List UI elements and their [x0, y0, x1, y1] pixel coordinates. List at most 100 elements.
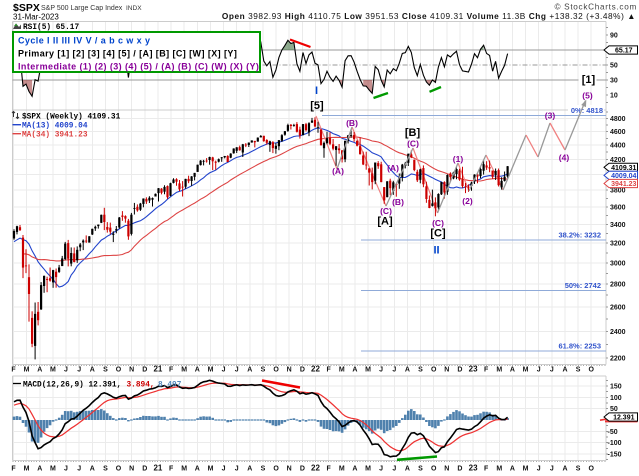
- svg-text:MA(13) 4009.04: MA(13) 4009.04: [22, 123, 88, 131]
- svg-text:S: S: [261, 466, 266, 473]
- svg-text:J: J: [77, 466, 81, 473]
- svg-text:J: J: [392, 367, 396, 374]
- svg-text:12.391: 12.391: [613, 415, 635, 422]
- svg-text:D: D: [300, 367, 305, 374]
- svg-text:2600: 2600: [610, 304, 626, 311]
- svg-text:-150: -150: [608, 452, 622, 459]
- svg-text:A: A: [247, 466, 252, 473]
- svg-text:A: A: [510, 367, 515, 374]
- svg-text:0%: 4818: 0%: 4818: [571, 106, 603, 115]
- svg-text:F: F: [484, 367, 489, 374]
- svg-text:-50: -50: [608, 429, 618, 436]
- svg-text:4600: 4600: [610, 129, 626, 136]
- svg-text:M: M: [50, 367, 56, 374]
- svg-text:M: M: [24, 367, 30, 374]
- svg-text:Primary [1] [2] [3] [4] [5] /: Primary [1] [2] [3] [4] [5] / [A] [B] [C…: [18, 49, 237, 59]
- svg-text:N: N: [287, 466, 292, 473]
- svg-text:MA(34) 3941.23: MA(34) 3941.23: [22, 132, 88, 140]
- svg-text:S: S: [418, 466, 423, 473]
- svg-text:RSI(5) 65.17: RSI(5) 65.17: [23, 24, 79, 32]
- svg-text:N: N: [129, 367, 134, 374]
- svg-text:N: N: [129, 466, 134, 473]
- svg-text:3.894,: 3.894,: [127, 382, 155, 390]
- svg-text:A: A: [90, 367, 95, 374]
- svg-text:150: 150: [610, 384, 622, 391]
- svg-text:M: M: [181, 466, 187, 473]
- svg-text:50: 50: [610, 63, 618, 70]
- svg-text:O: O: [116, 367, 122, 374]
- svg-text:22: 22: [311, 365, 320, 374]
- svg-text:90: 90: [610, 33, 618, 40]
- svg-text:J: J: [222, 466, 226, 473]
- svg-text:A: A: [405, 466, 410, 473]
- svg-text:M: M: [523, 367, 529, 374]
- svg-text:S: S: [103, 367, 108, 374]
- svg-text:M: M: [339, 367, 345, 374]
- svg-text:N: N: [444, 466, 449, 473]
- svg-text:(A): (A): [387, 163, 399, 173]
- svg-text:F: F: [11, 367, 16, 374]
- svg-text:(C): (C): [432, 218, 444, 228]
- svg-text:J: J: [64, 466, 68, 473]
- svg-text:F: F: [326, 466, 331, 473]
- svg-text:M: M: [496, 367, 502, 374]
- svg-text:4400: 4400: [610, 143, 626, 150]
- svg-text:$SPX: $SPX: [13, 2, 40, 14]
- svg-text:M: M: [523, 466, 529, 473]
- svg-text:(C): (C): [380, 206, 392, 216]
- svg-text:3600: 3600: [610, 204, 626, 211]
- svg-text:O: O: [588, 466, 594, 473]
- svg-text:[C]: [C]: [430, 228, 446, 240]
- svg-text:(2): (2): [462, 196, 473, 206]
- svg-text:I: I: [315, 85, 318, 97]
- svg-text:Open 3982.93 High 4110.75 Low: Open 3982.93 High 4110.75 Low 3951.53 Cl…: [222, 11, 636, 21]
- svg-text:3941.23: 3941.23: [611, 181, 636, 188]
- svg-text:D: D: [300, 466, 305, 473]
- svg-text:A: A: [90, 466, 95, 473]
- svg-text:(3): (3): [545, 111, 556, 121]
- svg-text:A: A: [562, 367, 567, 374]
- svg-text:S&P 500 Large Cap Index: S&P 500 Large Cap Index: [41, 5, 123, 12]
- svg-text:2800: 2800: [610, 282, 626, 289]
- svg-text:A: A: [247, 367, 252, 374]
- svg-text:S: S: [576, 466, 581, 473]
- svg-text:(1): (1): [453, 154, 464, 164]
- svg-text:J: J: [235, 367, 239, 374]
- svg-text:[5]: [5]: [310, 100, 324, 112]
- svg-text:J: J: [550, 466, 554, 473]
- svg-text:23: 23: [469, 365, 478, 374]
- svg-text:D: D: [142, 367, 147, 374]
- svg-text:-100: -100: [608, 440, 622, 447]
- svg-text:J: J: [392, 466, 396, 473]
- svg-text:M: M: [365, 367, 371, 374]
- svg-text:2400: 2400: [610, 329, 626, 336]
- svg-text:21: 21: [153, 464, 162, 473]
- svg-text:N: N: [444, 367, 449, 374]
- svg-text:J: J: [537, 466, 541, 473]
- svg-text:S: S: [103, 466, 108, 473]
- svg-text:23: 23: [469, 464, 478, 473]
- svg-text:S: S: [418, 367, 423, 374]
- svg-text:(B): (B): [346, 118, 358, 128]
- svg-text:[B]: [B]: [405, 127, 421, 139]
- svg-text:61.8%: 2253: 61.8%: 2253: [558, 341, 601, 350]
- svg-text:M: M: [365, 466, 371, 473]
- svg-text:2200: 2200: [610, 356, 626, 363]
- svg-text:M: M: [50, 466, 56, 473]
- svg-text:F: F: [326, 367, 331, 374]
- svg-text:(5): (5): [582, 91, 593, 101]
- svg-text:65.17: 65.17: [615, 48, 633, 55]
- svg-text:(4): (4): [559, 153, 570, 163]
- svg-text:F: F: [169, 367, 174, 374]
- svg-text:O: O: [431, 466, 437, 473]
- svg-text:(C): (C): [407, 139, 419, 149]
- svg-text:J: J: [537, 367, 541, 374]
- svg-text:A: A: [405, 367, 410, 374]
- svg-text:Intermediate (1) (2) (3) (4) (: Intermediate (1) (2) (3) (4) (5) / (A) (…: [18, 62, 259, 72]
- svg-text:31-Mar-2023: 31-Mar-2023: [13, 13, 59, 22]
- svg-text:$SPX (Weekly) 4109.31: $SPX (Weekly) 4109.31: [22, 114, 121, 122]
- svg-text:MACD(12,26,9) 12.391,: MACD(12,26,9) 12.391,: [23, 382, 121, 390]
- svg-text:J: J: [64, 367, 68, 374]
- svg-text:4109.31: 4109.31: [611, 165, 636, 172]
- svg-text:A: A: [352, 367, 357, 374]
